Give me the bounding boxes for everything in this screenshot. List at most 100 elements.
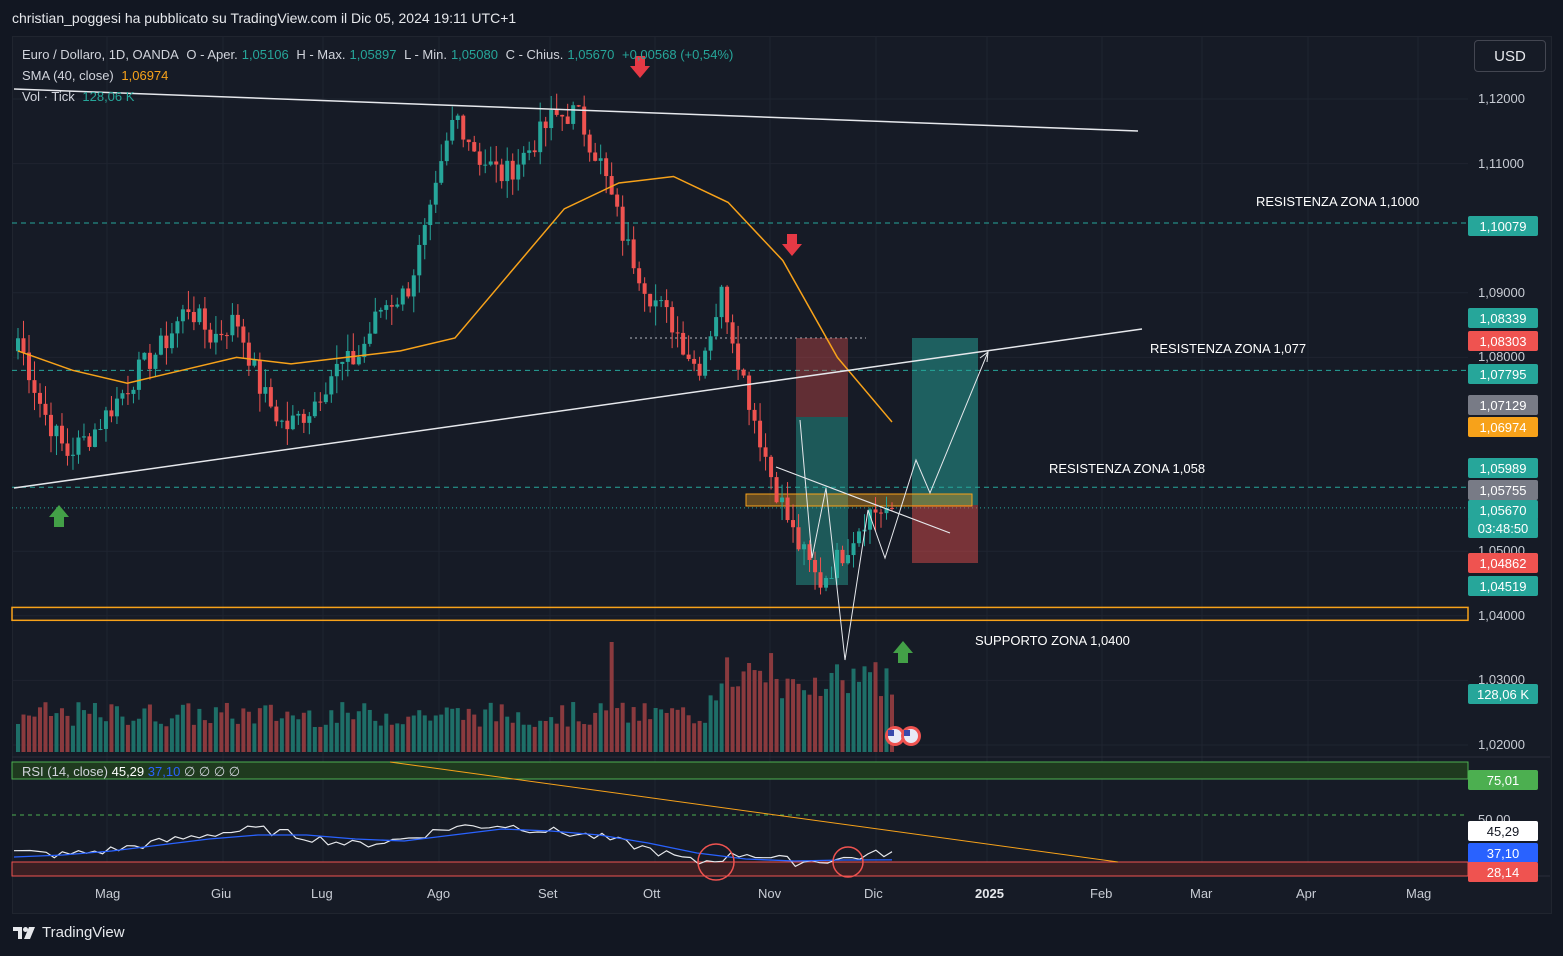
volume-bar	[54, 713, 59, 752]
candle-body	[296, 413, 301, 416]
candle-body	[884, 507, 889, 514]
candle-body	[763, 447, 768, 457]
volume-bar	[312, 726, 317, 752]
volume-bar	[802, 690, 807, 752]
candle-body	[26, 352, 31, 381]
volume-bar	[609, 642, 614, 752]
price-tag: 1,06974	[1468, 417, 1538, 437]
candle-body	[180, 309, 185, 322]
volume-bar	[142, 708, 147, 752]
volume-bar	[252, 723, 257, 752]
candle-body	[505, 160, 510, 182]
candle-body	[719, 286, 724, 318]
volume-bar	[279, 718, 284, 752]
volume-bar	[719, 683, 724, 752]
close-value: 1,05670	[567, 47, 615, 62]
candle-body	[461, 115, 466, 140]
volume-bar	[499, 704, 504, 752]
change-value: +0,00568 (+0,54%)	[622, 47, 734, 62]
volume-bar	[241, 708, 246, 752]
rsi-label[interactable]: RSI (14, close)	[22, 764, 108, 779]
volume-bar	[21, 714, 26, 752]
volume-bar	[835, 664, 840, 752]
volume-bar	[780, 698, 785, 752]
candle-body	[367, 333, 372, 344]
candle-body	[455, 115, 460, 120]
candle-body	[516, 164, 521, 180]
candle-body	[235, 314, 240, 327]
candle-body	[428, 204, 433, 226]
sma-label[interactable]: SMA (40, close)	[22, 68, 114, 83]
support-1040-label: SUPPORTO ZONA 1,0400	[975, 633, 1130, 648]
volume-bar	[752, 670, 757, 752]
rsi-trendline	[389, 761, 1119, 863]
time-label: Ago	[427, 886, 451, 901]
candle-body	[708, 336, 713, 351]
volume-bar	[730, 686, 735, 752]
volume-bar	[664, 712, 669, 752]
candle-body	[147, 352, 152, 369]
chart-legend: Euro / Dollaro, 1D, OANDA O - Aper. 1,051…	[22, 44, 737, 107]
volume-bar	[560, 705, 565, 752]
tradingview-logo[interactable]: TradingView	[12, 924, 125, 941]
candle-body	[807, 544, 812, 560]
candle-body	[802, 544, 807, 550]
candle-body	[818, 572, 823, 588]
candle-body	[538, 121, 543, 153]
high-label: H - Max.	[296, 47, 346, 62]
volume-bar	[483, 709, 488, 752]
candle-body	[411, 275, 416, 297]
time-label: Mag	[95, 886, 121, 901]
price-tag: 1,05755	[1468, 480, 1538, 500]
candle-body	[565, 116, 570, 124]
volume-bar	[367, 709, 372, 752]
time-label: Feb	[1090, 886, 1113, 901]
candle-body	[362, 343, 367, 358]
volume-bar	[681, 707, 686, 752]
volume-bar	[70, 725, 75, 752]
volume-bar	[389, 724, 394, 752]
candle-body	[32, 380, 37, 393]
volume-bar	[81, 710, 86, 752]
volume-bar	[741, 671, 746, 752]
volume-bar	[708, 695, 713, 752]
volume-bar	[857, 681, 862, 752]
candle-body	[153, 354, 158, 369]
resistance-1058-label: RESISTENZA ZONA 1,058	[1049, 461, 1206, 476]
volume-bar	[461, 719, 466, 752]
rsi-highlight-circle	[697, 843, 735, 881]
volume-bar	[411, 715, 416, 752]
volume-bar	[439, 714, 444, 752]
volume-bar	[659, 709, 664, 752]
time-label: Nov	[758, 886, 782, 901]
volume-bar	[400, 724, 405, 752]
volume-bar	[197, 708, 202, 752]
volume-bar	[296, 719, 301, 752]
volume-bar	[362, 703, 367, 752]
volume-bar	[340, 702, 345, 752]
candle-body	[351, 351, 356, 365]
time-label: Lug	[311, 886, 333, 901]
currency-button[interactable]: USD	[1474, 40, 1546, 72]
candle-body	[334, 363, 339, 377]
candle-body	[780, 497, 785, 503]
volume-bar	[301, 712, 306, 752]
volume-bar	[92, 703, 97, 752]
volume-bar	[582, 724, 587, 752]
long-stop-zone	[912, 505, 978, 563]
candle-body	[730, 322, 735, 344]
candle-body	[263, 387, 268, 394]
volume-bar	[521, 724, 526, 752]
candle-body	[103, 410, 108, 429]
symbol-label[interactable]: Euro / Dollaro, 1D, OANDA	[22, 47, 179, 62]
candle-body	[98, 428, 103, 430]
rsi-legend: RSI (14, close) 45,29 37,10 ∅ ∅ ∅ ∅	[22, 764, 240, 780]
volume-label[interactable]: Vol · Tick	[22, 89, 75, 104]
candle-body	[637, 268, 642, 284]
volume-bar	[356, 711, 361, 752]
volume-bar	[829, 672, 834, 752]
candle-body	[488, 161, 493, 165]
candle-body	[125, 393, 130, 395]
candle-body	[158, 335, 163, 355]
